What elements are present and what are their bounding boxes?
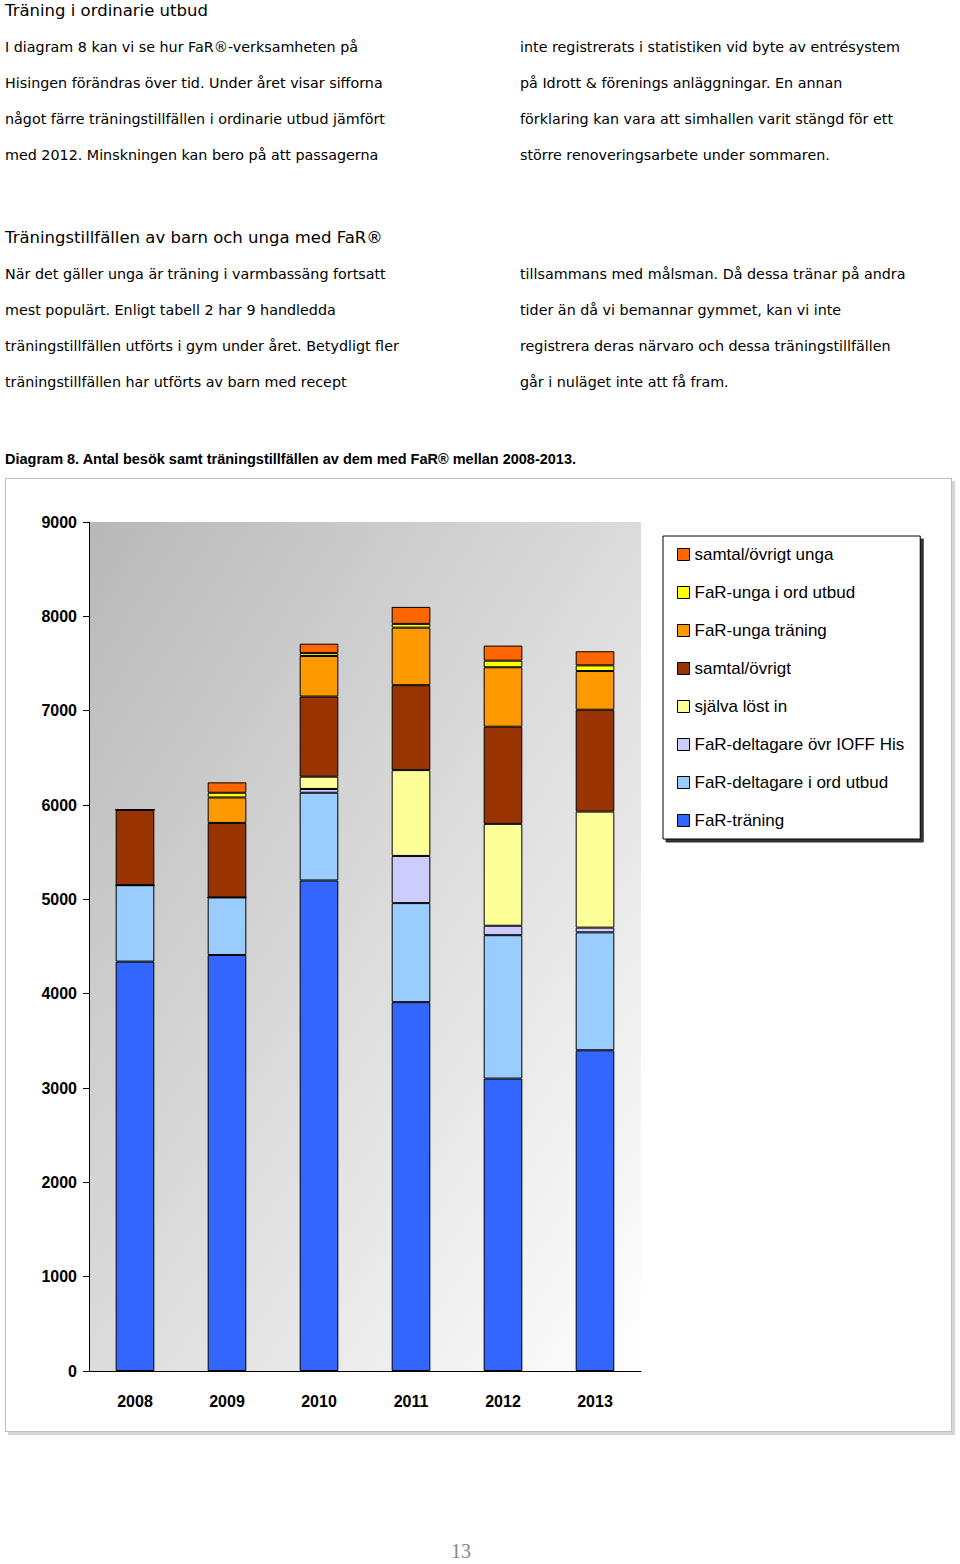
svg-text:5000: 5000: [41, 891, 77, 908]
svg-text:FaR-deltagare övr IOFF His: FaR-deltagare övr IOFF His: [695, 735, 905, 754]
html-text:träningstillfällen utförts i g: träningstillfällen utförts i gym under å…: [5, 338, 399, 354]
html-text:tider än då vi bemannar gymmet: tider än då vi bemannar gymmet, kan vi i…: [520, 302, 842, 318]
svg-text:2009: 2009: [209, 1393, 245, 1410]
html-text:något färre träningstillfällen: något färre träningstillfällen i ordinar…: [5, 111, 385, 127]
svg-text:2011: 2011: [394, 1393, 429, 1410]
html-text:inte registrerats i statistike: inte registrerats i statistiken vid byte…: [520, 39, 900, 55]
svg-text:8000: 8000: [41, 608, 77, 625]
svg-text:6000: 6000: [41, 797, 77, 814]
html-text:Diagram 8. Antal besök samt tr: Diagram 8. Antal besök samt träningstill…: [5, 451, 576, 467]
svg-text:FaR-träning: FaR-träning: [695, 811, 785, 830]
svg-text:FaR-unga i ord utbud: FaR-unga i ord utbud: [695, 583, 856, 602]
html-text:med 2012. Minskningen kan bero: med 2012. Minskningen kan bero på att pa…: [5, 147, 379, 163]
svg-text:4000: 4000: [41, 985, 77, 1002]
html-text:Träning i ordinarie utbud: Träning i ordinarie utbud: [5, 1, 208, 20]
svg-text:3000: 3000: [41, 1080, 77, 1097]
html-text:I diagram 8 kan vi se hur FaR®: I diagram 8 kan vi se hur FaR®-verksamhe…: [5, 39, 358, 55]
html-text:träningstillfällen har utförts: träningstillfällen har utförts av barn m…: [5, 374, 347, 390]
html-text:Träningstillfällen av barn och: Träningstillfällen av barn och unga med …: [5, 228, 383, 247]
svg-text:samtal/övrigt unga: samtal/övrigt unga: [695, 545, 834, 564]
html-text:större renoveringsarbete under: större renoveringsarbete under sommaren.: [520, 147, 830, 163]
html-text:går i nuläget inte att få fram: går i nuläget inte att få fram.: [520, 374, 729, 390]
html-text:tillsammans med målsman. Då de: tillsammans med målsman. Då dessa tränar…: [520, 266, 906, 282]
svg-text:2012: 2012: [485, 1393, 521, 1410]
svg-text:2000: 2000: [41, 1174, 77, 1191]
html-text:på Idrott & förenings anläggni: på Idrott & förenings anläggningar. En a…: [520, 75, 843, 91]
svg-text:9000: 9000: [41, 514, 77, 531]
svg-text:7000: 7000: [41, 702, 77, 719]
svg-text:2010: 2010: [301, 1393, 337, 1410]
svg-text:samtal/övrigt: samtal/övrigt: [695, 659, 792, 678]
svg-text:1000: 1000: [41, 1268, 77, 1285]
svg-text:själva löst in: själva löst in: [695, 697, 788, 716]
html-text:registrera deras närvaro och d: registrera deras närvaro och dessa träni…: [520, 338, 891, 354]
html-text:mest populärt. Enligt tabell 2: mest populärt. Enligt tabell 2 har 9 han…: [5, 302, 336, 318]
svg-text:0: 0: [68, 1363, 77, 1380]
html-text:Hisingen förändras över tid. U: Hisingen förändras över tid. Under året …: [5, 75, 383, 91]
svg-text:FaR-unga träning: FaR-unga träning: [695, 621, 827, 640]
html-text:När det gäller unga är träning: När det gäller unga är träning i varmbas…: [5, 266, 386, 282]
svg-text:2008: 2008: [117, 1393, 153, 1410]
html-text:förklaring kan vara att simhal: förklaring kan vara att simhallen varit …: [520, 111, 893, 127]
svg-text:2013: 2013: [577, 1393, 613, 1410]
html-text:13: 13: [451, 1540, 471, 1562]
svg-text:FaR-deltagare i ord utbud: FaR-deltagare i ord utbud: [695, 773, 889, 792]
